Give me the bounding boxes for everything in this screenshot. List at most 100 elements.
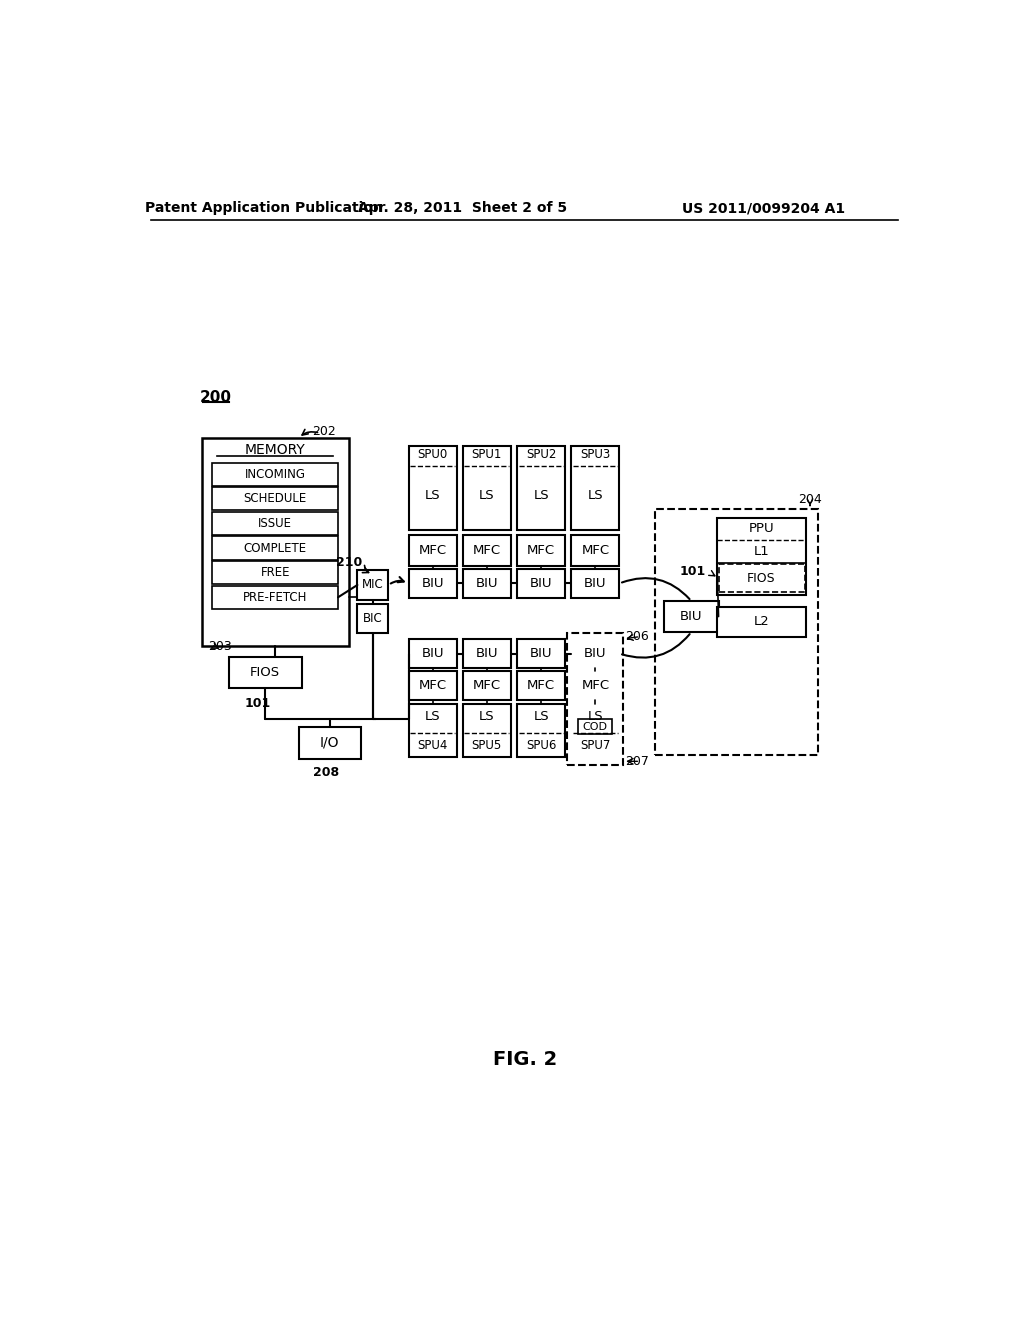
Bar <box>579 719 612 734</box>
Text: COMPLETE: COMPLETE <box>244 541 307 554</box>
Text: BIU: BIU <box>584 577 606 590</box>
Text: LS: LS <box>534 490 549 502</box>
Text: BIU: BIU <box>529 577 552 590</box>
Bar <box>517 535 565 566</box>
Text: MIC: MIC <box>362 578 384 591</box>
Text: LS: LS <box>425 710 440 723</box>
Text: LS: LS <box>588 490 603 502</box>
Text: MFC: MFC <box>473 680 501 693</box>
Text: 204: 204 <box>798 492 822 506</box>
Text: MFC: MFC <box>419 544 446 557</box>
Text: SPU4: SPU4 <box>418 739 447 751</box>
Text: LS: LS <box>425 490 440 502</box>
Bar <box>665 601 719 632</box>
Bar <box>571 569 620 598</box>
Text: SPU0: SPU0 <box>418 449 447 462</box>
Bar <box>212 512 338 535</box>
Bar <box>517 671 565 701</box>
Text: LS: LS <box>588 710 603 723</box>
Text: FIG. 2: FIG. 2 <box>493 1049 557 1069</box>
Bar <box>409 535 457 566</box>
Text: 203: 203 <box>209 640 232 653</box>
Text: MFC: MFC <box>582 680 609 693</box>
Text: BIU: BIU <box>680 610 702 623</box>
Text: COD: COD <box>583 722 608 731</box>
Text: MFC: MFC <box>419 680 446 693</box>
Text: US 2011/0099204 A1: US 2011/0099204 A1 <box>682 202 845 215</box>
Bar <box>409 569 457 598</box>
Text: I/O: I/O <box>319 735 339 750</box>
Text: MFC: MFC <box>527 680 555 693</box>
Text: BIC: BIC <box>364 612 383 626</box>
Text: 101: 101 <box>680 565 707 578</box>
Bar <box>357 570 388 599</box>
Bar <box>357 605 388 634</box>
Bar <box>567 632 624 766</box>
Text: BIU: BIU <box>529 647 552 660</box>
Text: SPU6: SPU6 <box>526 739 556 751</box>
Text: FREE: FREE <box>260 566 290 579</box>
Text: MFC: MFC <box>473 544 501 557</box>
Text: SPU7: SPU7 <box>581 739 610 751</box>
Bar <box>463 535 511 566</box>
Text: 202: 202 <box>312 425 336 438</box>
Bar <box>571 671 620 701</box>
Text: 206: 206 <box>626 630 649 643</box>
Text: SCHEDULE: SCHEDULE <box>244 492 307 506</box>
Text: LS: LS <box>534 710 549 723</box>
Bar <box>517 639 565 668</box>
Bar <box>212 462 338 486</box>
Text: 208: 208 <box>312 767 339 779</box>
Bar <box>409 446 457 531</box>
Text: L1: L1 <box>754 545 769 558</box>
Bar <box>655 508 818 755</box>
Text: 210: 210 <box>336 556 362 569</box>
Text: LS: LS <box>479 490 495 502</box>
Text: MEMORY: MEMORY <box>245 444 305 457</box>
Text: 207: 207 <box>626 755 649 768</box>
Bar <box>463 704 511 758</box>
Text: FIOS: FIOS <box>746 572 775 585</box>
Text: Patent Application Publication: Patent Application Publication <box>144 202 383 215</box>
Bar <box>571 704 620 758</box>
Bar <box>571 446 620 531</box>
Bar <box>212 487 338 511</box>
Text: BIU: BIU <box>421 577 443 590</box>
Text: PPU: PPU <box>749 523 774 536</box>
Bar <box>571 535 620 566</box>
Text: 101: 101 <box>245 697 270 710</box>
Bar <box>463 446 511 531</box>
Bar <box>463 569 511 598</box>
Text: PRE-FETCH: PRE-FETCH <box>243 591 307 603</box>
Bar <box>463 671 511 701</box>
Text: BIU: BIU <box>421 647 443 660</box>
Text: BIU: BIU <box>584 647 606 660</box>
Bar <box>517 569 565 598</box>
Text: L2: L2 <box>754 615 769 628</box>
Bar <box>571 639 620 668</box>
Bar <box>517 704 565 758</box>
Text: BIU: BIU <box>475 647 498 660</box>
Bar <box>719 564 805 591</box>
Bar <box>212 586 338 609</box>
Text: SPU2: SPU2 <box>526 449 556 462</box>
Bar <box>212 561 338 585</box>
Text: INCOMING: INCOMING <box>245 467 306 480</box>
Bar <box>228 657 302 688</box>
Text: SPU3: SPU3 <box>581 449 610 462</box>
Bar <box>717 517 806 595</box>
Bar <box>409 671 457 701</box>
Bar <box>717 607 806 638</box>
Bar <box>299 726 360 759</box>
Text: MFC: MFC <box>582 544 609 557</box>
Text: SPU1: SPU1 <box>472 449 502 462</box>
Text: BIU: BIU <box>475 577 498 590</box>
Bar <box>409 639 457 668</box>
Text: SPU5: SPU5 <box>472 739 502 751</box>
Bar <box>409 704 457 758</box>
Text: MFC: MFC <box>527 544 555 557</box>
Text: 200: 200 <box>200 389 231 405</box>
Text: ISSUE: ISSUE <box>258 517 292 529</box>
Bar <box>517 446 565 531</box>
Text: LS: LS <box>479 710 495 723</box>
